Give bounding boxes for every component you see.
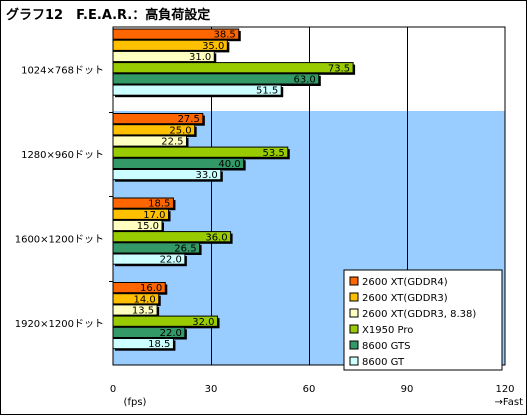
legend-swatch: [349, 340, 359, 350]
bar-value-label: 38.5: [214, 30, 236, 41]
bar: [112, 231, 232, 243]
x-tick-label: 60: [303, 384, 316, 395]
bar: [112, 146, 289, 158]
chart-title: グラフ12 F.E.A.R.：高負荷設定: [6, 7, 210, 23]
bar-value-label: 25.0: [169, 125, 191, 136]
bar: [112, 304, 158, 316]
bar: [112, 124, 196, 136]
bar-value-label: 16.0: [140, 283, 162, 294]
bar-value-label: 18.5: [148, 339, 170, 350]
bar-value-label: 22.5: [161, 137, 183, 148]
legend-swatch: [349, 292, 359, 302]
bar-value-label: 18.5: [148, 199, 170, 210]
bar-value-label: 40.0: [218, 159, 240, 170]
bar: [112, 84, 282, 96]
x-tick-label: 0: [110, 384, 116, 395]
bar-value-label: 31.0: [189, 52, 211, 63]
x-axis-label: (fps): [124, 397, 147, 408]
category-label: 1280×960ドット: [21, 150, 104, 161]
bar: [112, 208, 170, 220]
x-tick-label: 30: [205, 384, 218, 395]
bar-value-label: 32.0: [192, 317, 214, 328]
bar: [112, 39, 228, 51]
direction-note: →Fast: [495, 397, 524, 408]
bar-value-label: 22.0: [160, 328, 182, 339]
x-tick-label: 90: [401, 384, 414, 395]
legend-label: 2600 XT(GDDR3): [362, 293, 448, 304]
legend-label: X1950 Pro: [362, 325, 413, 336]
bar: [112, 73, 320, 85]
bar: [112, 338, 174, 350]
category-label: 1024×768ドット: [21, 65, 104, 76]
bar-value-label: 15.0: [137, 221, 159, 232]
bar: [112, 28, 240, 40]
bar: [112, 50, 215, 63]
bar-value-label: 51.5: [256, 86, 278, 97]
bar: [112, 113, 204, 125]
legend-box: [343, 269, 503, 371]
bar: [112, 315, 219, 327]
bar: [112, 197, 174, 209]
bar: [112, 169, 222, 181]
bar-value-label: 33.0: [196, 170, 218, 181]
legend-label: 2600 XT(GDDR4): [362, 277, 448, 288]
bar: [112, 157, 245, 170]
bar-value-label: 27.5: [178, 114, 200, 125]
bar-value-label: 63.0: [294, 75, 316, 86]
legend-swatch: [349, 324, 359, 334]
legend-label: 8600 GTS: [362, 341, 410, 352]
x-tick-label: 120: [495, 384, 514, 395]
legend-label: 2600 XT(GDDR3, 8.38): [362, 309, 476, 320]
bar: [112, 62, 354, 74]
bar-value-label: 13.5: [132, 306, 154, 317]
bar: [112, 293, 160, 305]
legend-swatch: [349, 276, 359, 286]
bar-value-label: 17.0: [143, 210, 165, 221]
category-label: 1920×1200ドット: [15, 319, 104, 330]
bar-value-label: 53.5: [263, 148, 285, 159]
bar-value-label: 73.5: [328, 63, 350, 74]
bar-value-label: 36.0: [205, 232, 227, 243]
bar-value-label: 22.0: [160, 255, 182, 266]
bar: [112, 253, 186, 265]
category-label: 1600×1200ドット: [15, 234, 104, 245]
bar: [112, 282, 166, 294]
bar-value-label: 35.0: [202, 41, 224, 52]
legend-label: 8600 GT: [362, 357, 405, 368]
bar: [112, 326, 186, 338]
bar-value-label: 14.0: [133, 294, 155, 305]
legend-swatch: [349, 356, 359, 366]
bar-value-label: 26.5: [174, 244, 196, 255]
bar: [112, 242, 201, 254]
legend-swatch: [349, 308, 359, 318]
bar: [112, 219, 163, 232]
bar: [112, 135, 187, 147]
